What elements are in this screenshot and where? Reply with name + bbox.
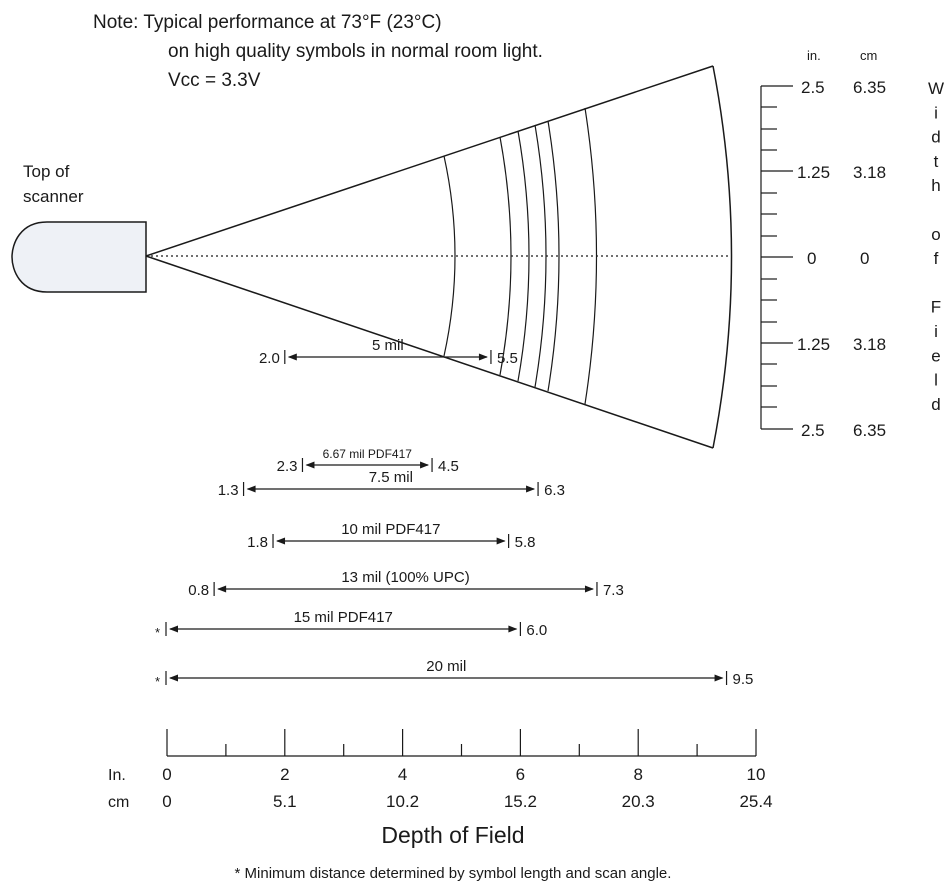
scanner-body (11, 221, 147, 293)
range-far-label: 6.0 (526, 622, 547, 639)
range-symbol-label: 20 mil (426, 658, 466, 675)
width-row-in: 2.5 (801, 421, 825, 440)
range-symbol-label: 5 mil (372, 337, 404, 354)
width-label-letter: h (931, 176, 940, 195)
range-near-label: 0.8 (188, 582, 209, 599)
range-far-label: 5.5 (497, 350, 518, 367)
depth-tick-label-cm: 0 (162, 792, 171, 811)
range-arrowhead-left (217, 585, 227, 593)
width-row-cm: 6.35 (853, 421, 886, 440)
range-arrowhead-left (246, 485, 256, 493)
depth-tick-label-cm: 10.2 (386, 792, 419, 811)
range-symbol-label: 15 mil PDF417 (294, 609, 393, 626)
range-arrowhead-left (287, 353, 297, 361)
width-unit-cm: cm (860, 48, 877, 63)
width-unit-in: in. (807, 48, 821, 63)
scanner-label-line-2: scanner (23, 187, 84, 206)
range-far-label: 5.8 (515, 534, 536, 551)
depth-tick-label-in: 6 (516, 765, 525, 784)
depth-tick-label-cm: 5.1 (273, 792, 297, 811)
range-arrowhead-right (526, 485, 536, 493)
width-row-cm: 0 (860, 249, 869, 268)
width-row-in: 1.25 (797, 335, 830, 354)
range-far-label: 7.3 (603, 582, 624, 599)
width-row-in: 1.25 (797, 163, 830, 182)
width-row-in: 2.5 (801, 78, 825, 97)
range-row: * 9.5 20 mil (155, 658, 753, 689)
range-row: 1.3 6.3 7.5 mil (218, 469, 565, 499)
depth-tick-label-in: 10 (747, 765, 766, 784)
range-near-label: 2.0 (259, 350, 280, 367)
depth-unit-in: In. (108, 767, 126, 784)
range-arrowhead-left (169, 625, 178, 633)
range-arrowhead-right (420, 461, 430, 469)
range-symbol-label: 7.5 mil (369, 469, 413, 486)
width-label-letter: f (934, 249, 939, 268)
depth-axis: In. cm 0 0 2 5.1 4 10.2 6 15.2 8 20.3 10 25.4 Depth… (108, 729, 773, 848)
scan-field-cone (145, 65, 733, 449)
width-label-letter: i (934, 103, 938, 122)
range-arrowhead-right (496, 537, 506, 545)
range-near-label: 2.3 (277, 458, 298, 475)
width-scale: in. cm 2.5 6.35 1.25 3.18 0 0 1.25 3.18 … (760, 48, 886, 440)
range-row: 1.8 5.8 10 mil PDF417 (247, 521, 535, 551)
range-row: 0.8 7.3 13 mil (100% UPC) (188, 569, 624, 599)
footnote: * Minimum distance determined by symbol … (235, 865, 672, 882)
width-row-in: 0 (807, 249, 816, 268)
width-label-letter: d (931, 128, 940, 147)
width-label-letter: t (934, 152, 939, 171)
range-row: * 6.0 15 mil PDF417 (155, 609, 547, 640)
range-symbol-label: 13 mil (100% UPC) (341, 569, 469, 586)
scanner-label-line-1: Top of (23, 162, 70, 181)
range-near-label: * (155, 674, 160, 689)
width-row-cm: 3.18 (853, 163, 886, 182)
range-far-label: 9.5 (733, 671, 754, 688)
note-line-1: Note: Typical performance at 73°F (23°C) (93, 12, 442, 33)
range-arrowhead-right (584, 585, 594, 593)
range-arrowhead-right (508, 625, 518, 633)
width-label-letter: d (931, 395, 940, 414)
depth-tick-label-cm: 15.2 (504, 792, 537, 811)
width-row-cm: 6.35 (853, 78, 886, 97)
range-arrowhead-left (305, 461, 315, 469)
range-arrowhead-left (276, 537, 286, 545)
depth-axis-title: Depth of Field (381, 822, 524, 848)
depth-unit-cm: cm (108, 794, 129, 811)
width-label-letter: o (931, 225, 940, 244)
range-near-label: * (155, 625, 160, 640)
note-line-3: Vcc = 3.3V (168, 70, 261, 91)
decode-ranges: 2.0 5.5 5 mil 2.3 4.5 6.67 mil PDF417 1.3 6.3 7.… (155, 337, 753, 689)
depth-tick-label-cm: 20.3 (622, 792, 655, 811)
width-label-letter: e (931, 346, 940, 365)
width-label-letter: W (928, 79, 944, 98)
range-row: 2.3 4.5 6.67 mil PDF417 (277, 447, 459, 475)
width-label-letter: l (934, 371, 938, 390)
width-label-letter: i (934, 322, 938, 341)
depth-tick-label-in: 2 (280, 765, 289, 784)
range-arrowhead-right (478, 353, 488, 361)
note-line-2: on high quality symbols in normal room l… (168, 41, 543, 62)
range-row: 2.0 5.5 5 mil (259, 337, 518, 367)
width-label-letter: F (931, 298, 941, 317)
depth-tick-label-in: 0 (162, 765, 171, 784)
range-symbol-label: 10 mil PDF417 (341, 521, 440, 538)
range-far-label: 4.5 (438, 458, 459, 475)
depth-tick-label-in: 4 (398, 765, 407, 784)
range-arrowhead-right (714, 674, 724, 682)
width-row-cm: 3.18 (853, 335, 886, 354)
range-near-label: 1.3 (218, 482, 239, 499)
depth-tick-label-cm: 25.4 (739, 792, 772, 811)
depth-tick-label-in: 8 (633, 765, 642, 784)
range-symbol-label: 6.67 mil PDF417 (323, 447, 413, 461)
range-far-label: 6.3 (544, 482, 565, 499)
range-arrowhead-left (169, 674, 178, 682)
range-near-label: 1.8 (247, 534, 268, 551)
